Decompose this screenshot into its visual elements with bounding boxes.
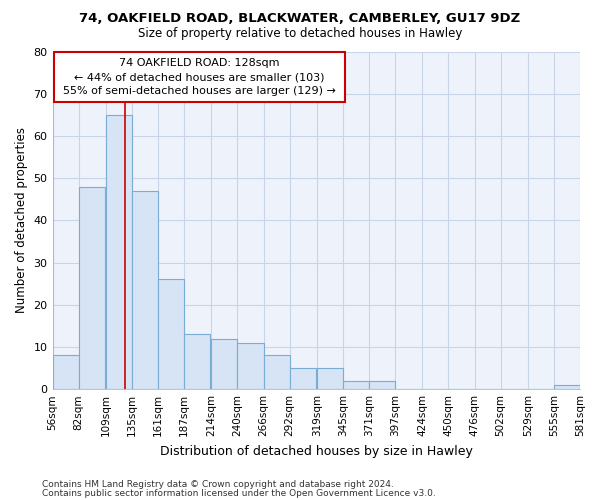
Text: Contains HM Land Registry data © Crown copyright and database right 2024.: Contains HM Land Registry data © Crown c… (42, 480, 394, 489)
Bar (158, 280, 184, 389)
Bar (79, 186, 105, 389)
Bar (343, 380, 369, 389)
Text: 55% of semi-detached houses are larger (129) →: 55% of semi-detached houses are larger (… (63, 86, 335, 96)
Text: Contains public sector information licensed under the Open Government Licence v3: Contains public sector information licen… (42, 488, 436, 498)
Bar (317, 368, 343, 389)
Text: 74, OAKFIELD ROAD, BLACKWATER, CAMBERLEY, GU17 9DZ: 74, OAKFIELD ROAD, BLACKWATER, CAMBERLEY… (79, 12, 521, 26)
Text: ← 44% of detached houses are smaller (103): ← 44% of detached houses are smaller (10… (74, 72, 325, 82)
Text: Size of property relative to detached houses in Hawley: Size of property relative to detached ho… (138, 28, 462, 40)
X-axis label: Distribution of detached houses by size in Hawley: Distribution of detached houses by size … (160, 444, 473, 458)
Bar (106, 115, 132, 389)
Bar (554, 385, 580, 389)
Text: 74 OAKFIELD ROAD: 128sqm: 74 OAKFIELD ROAD: 128sqm (119, 58, 280, 68)
Bar (211, 338, 238, 389)
Bar (132, 191, 158, 389)
Bar (238, 342, 263, 389)
Bar (263, 356, 290, 389)
FancyBboxPatch shape (53, 52, 345, 102)
Bar (184, 334, 210, 389)
Bar (369, 380, 395, 389)
Bar (290, 368, 316, 389)
Y-axis label: Number of detached properties: Number of detached properties (15, 128, 28, 314)
Bar (53, 356, 79, 389)
